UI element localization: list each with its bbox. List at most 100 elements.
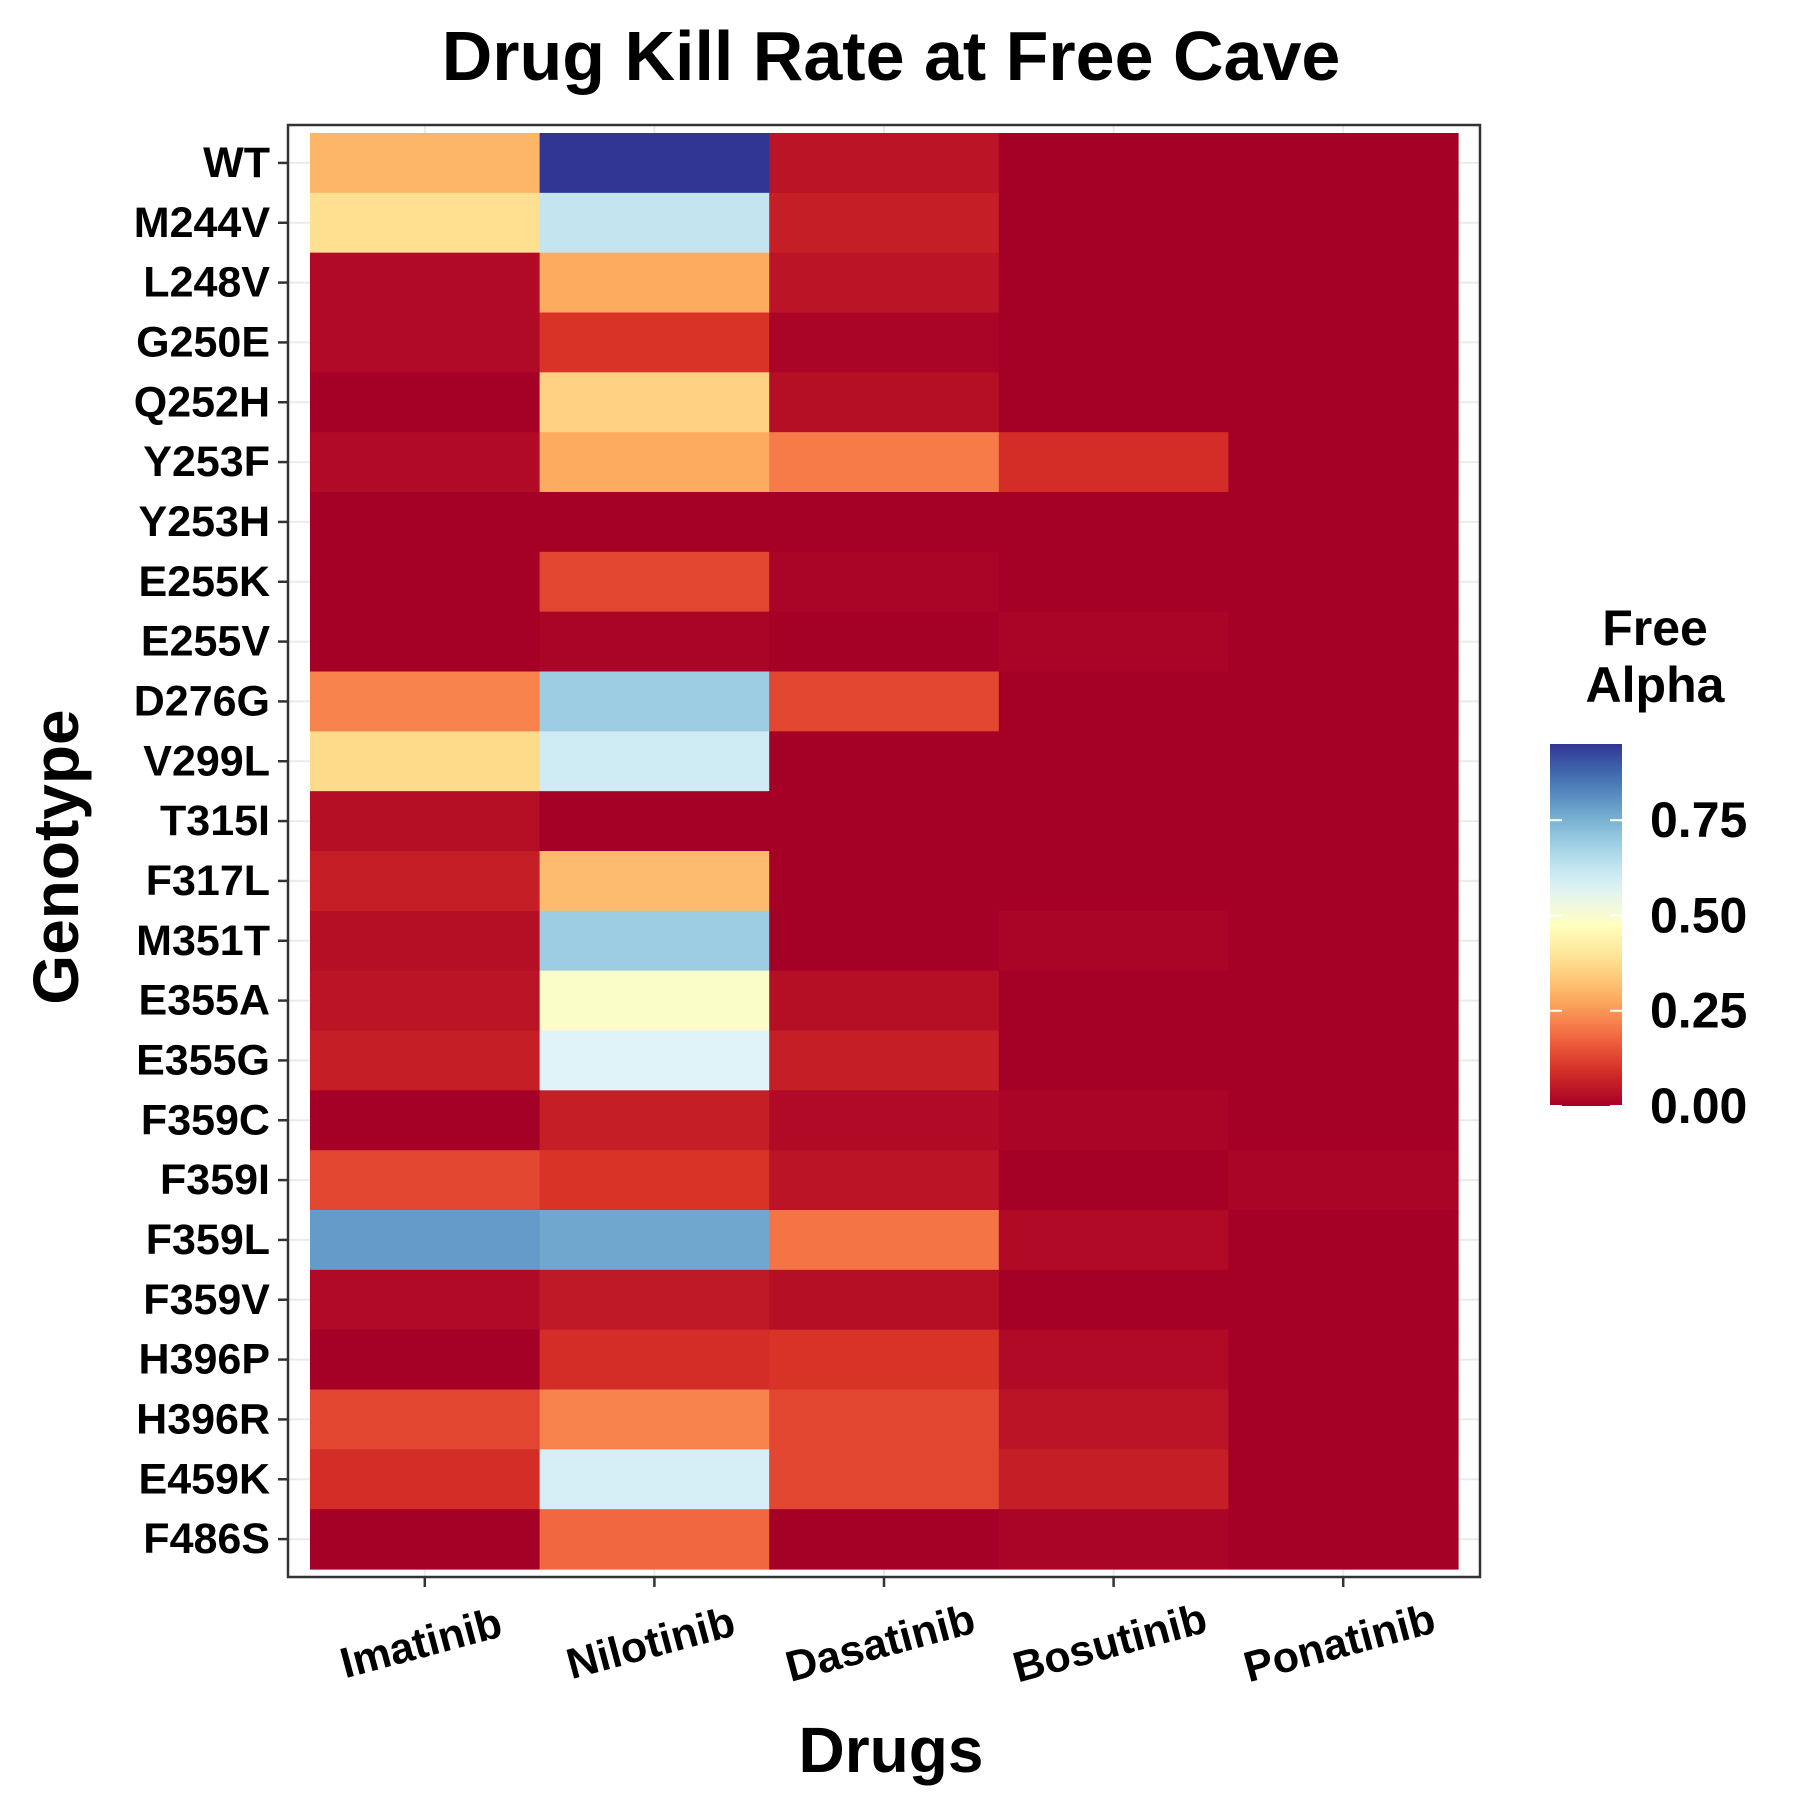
heatmap-cell: E355A / Imatinib: 0.04 bbox=[310, 970, 541, 1032]
legend-title: Free Alpha bbox=[1586, 600, 1726, 713]
heatmap-cell: M244V / Ponatinib: 0 bbox=[1228, 192, 1459, 254]
heatmap-cell: F359L / Bosutinib: 0.02 bbox=[998, 1210, 1229, 1271]
heatmap-cell: V299L / Bosutinib: 0 bbox=[998, 731, 1229, 792]
heatmap-cell: F359I / Imatinib: 0.13 bbox=[310, 1150, 541, 1211]
heatmap-cell: M351T / Nilotinib: 0.69 bbox=[539, 910, 770, 972]
heatmap-cell: F317L / Ponatinib: 0 bbox=[1228, 851, 1459, 912]
y-tick-label: F359L bbox=[146, 1216, 270, 1264]
heatmap-cell: E255V / Imatinib: 0 bbox=[310, 611, 541, 673]
y-tick-label: Y253H bbox=[139, 498, 270, 546]
y-tick-label: Q252H bbox=[134, 378, 270, 426]
heatmap-cell: F486S / Ponatinib: 0 bbox=[1228, 1509, 1459, 1570]
y-tick-label: G250E bbox=[136, 318, 270, 366]
heatmap-cell: T315I / Ponatinib: 0 bbox=[1228, 791, 1459, 852]
heatmap-cell: V299L / Imatinib: 0.37 bbox=[310, 731, 541, 792]
heatmap-cell: T315I / Dasatinib: 0 bbox=[769, 791, 1000, 852]
heatmap-cell: E255K / Imatinib: 0 bbox=[310, 551, 541, 613]
y-tick-label: M351T bbox=[136, 917, 270, 965]
y-tick-label: Y253F bbox=[143, 438, 270, 486]
heatmap-cell: Y253H / Ponatinib: 0 bbox=[1228, 492, 1459, 553]
heatmap-cell: T315I / Bosutinib: 0 bbox=[998, 791, 1229, 852]
heatmap-cell: H396P / Nilotinib: 0.09 bbox=[539, 1329, 770, 1391]
heatmap-cell: T315I / Nilotinib: 0 bbox=[539, 791, 770, 852]
heatmap-cell: F486S / Bosutinib: 0.01 bbox=[998, 1509, 1229, 1570]
heatmap-cell: H396R / Imatinib: 0.13 bbox=[310, 1389, 541, 1450]
heatmap-cell: G250E / Nilotinib: 0.1 bbox=[539, 312, 770, 373]
heatmap-cell: V299L / Ponatinib: 0 bbox=[1228, 731, 1459, 792]
heatmap-cell: F359C / Imatinib: 0 bbox=[310, 1090, 541, 1151]
heatmap-cell: WT / Imatinib: 0.3 bbox=[310, 133, 541, 194]
y-tick-label: T315I bbox=[160, 797, 270, 845]
y-axis-ticks: WT M244V L248V G250E Q252H Y253F Y253H E255K E25… bbox=[134, 139, 288, 1563]
heatmap-cell: M351T / Bosutinib: 0.01 bbox=[998, 910, 1229, 972]
heatmap-cell: E355G / Imatinib: 0.06 bbox=[310, 1030, 541, 1091]
chart-title: Drug Kill Rate at Free Cave bbox=[442, 17, 1341, 95]
y-tick-label: F317L bbox=[146, 857, 270, 905]
heatmap-cell: Y253H / Nilotinib: 0 bbox=[539, 492, 770, 553]
heatmap-cell: F359V / Nilotinib: 0.05 bbox=[539, 1269, 770, 1331]
heatmap-cell: H396P / Imatinib: 0 bbox=[310, 1329, 541, 1391]
heatmap-cell: E255V / Nilotinib: 0.01 bbox=[539, 611, 770, 673]
heatmap-cell: Y253F / Bosutinib: 0.09 bbox=[998, 432, 1229, 493]
y-tick-label: E355A bbox=[139, 977, 270, 1025]
x-axis-title: Drugs bbox=[799, 1714, 984, 1786]
y-tick-label: V299L bbox=[143, 737, 270, 785]
heatmap-cell: E255V / Bosutinib: 0.01 bbox=[998, 611, 1229, 673]
heatmap-cell: F317L / Nilotinib: 0.31 bbox=[539, 851, 770, 912]
heatmap-cell: E255K / Nilotinib: 0.13 bbox=[539, 551, 770, 613]
heatmap-cell: E459K / Bosutinib: 0.06 bbox=[998, 1449, 1229, 1510]
heatmap-cell: F359I / Bosutinib: 0 bbox=[998, 1150, 1229, 1211]
heatmap-cell: G250E / Ponatinib: 0 bbox=[1228, 312, 1459, 373]
heatmap-cell: F317L / Imatinib: 0.06 bbox=[310, 851, 541, 912]
heatmap-cell: M351T / Ponatinib: 0 bbox=[1228, 910, 1459, 972]
heatmap-cell: M244V / Dasatinib: 0.06 bbox=[769, 192, 1000, 254]
heatmap-cell: L248V / Dasatinib: 0.04 bbox=[769, 252, 1000, 314]
y-tick-label: F359I bbox=[160, 1156, 270, 1204]
heatmap-cell: WT / Ponatinib: 0 bbox=[1228, 133, 1459, 194]
heatmap-cell: F359C / Bosutinib: 0.01 bbox=[998, 1090, 1229, 1151]
y-tick-label: E255K bbox=[139, 558, 270, 606]
heatmap-cell: Y253F / Imatinib: 0.02 bbox=[310, 432, 541, 493]
heatmap-cell: D276G / Bosutinib: 0 bbox=[998, 671, 1229, 732]
heatmap-cell: Q252H / Imatinib: 0 bbox=[310, 372, 541, 433]
heatmap-cell: G250E / Imatinib: 0.02 bbox=[310, 312, 541, 373]
y-tick-label: E355G bbox=[136, 1036, 270, 1084]
heatmap-cell: Y253F / Dasatinib: 0.21 bbox=[769, 432, 1000, 493]
heatmap-cell: T315I / Imatinib: 0.03 bbox=[310, 791, 541, 852]
heatmap-cell: E355G / Dasatinib: 0.06 bbox=[769, 1030, 1000, 1091]
y-tick-label: F359V bbox=[143, 1276, 270, 1324]
heatmap-cell: D276G / Imatinib: 0.22 bbox=[310, 671, 541, 732]
heatmap-cell: F359C / Nilotinib: 0.06 bbox=[539, 1090, 770, 1151]
y-axis-title: Genotype bbox=[20, 709, 92, 1004]
heatmap-cell: G250E / Bosutinib: 0 bbox=[998, 312, 1229, 373]
heatmap-cell: E459K / Imatinib: 0.09 bbox=[310, 1449, 541, 1510]
heatmap-cell: H396P / Bosutinib: 0.02 bbox=[998, 1329, 1229, 1391]
heatmap-cell: Q252H / Nilotinib: 0.35 bbox=[539, 372, 770, 433]
heatmap-cell: M244V / Bosutinib: 0 bbox=[998, 192, 1229, 254]
x-axis-ticks: Imatinib Nilotinib Dasatinib Bosutinib Ponat… bbox=[335, 1577, 1440, 1692]
heatmap-cell: M351T / Dasatinib: 0 bbox=[769, 910, 1000, 972]
legend-tick-label: 0.25 bbox=[1650, 983, 1747, 1039]
heatmap-cell: E355G / Nilotinib: 0.57 bbox=[539, 1030, 770, 1091]
heatmap-cell: M244V / Imatinib: 0.38 bbox=[310, 192, 541, 254]
heatmap-cell: V299L / Dasatinib: 0 bbox=[769, 731, 1000, 792]
heatmap-cell: F486S / Imatinib: 0 bbox=[310, 1509, 541, 1570]
heatmap-cell: F359C / Ponatinib: 0 bbox=[1228, 1090, 1459, 1151]
y-tick-label: H396R bbox=[136, 1395, 270, 1443]
heatmap-cell: Y253F / Nilotinib: 0.28 bbox=[539, 432, 770, 493]
heatmap-cell: D276G / Ponatinib: 0 bbox=[1228, 671, 1459, 732]
heatmap-cell: F359L / Imatinib: 0.79 bbox=[310, 1210, 541, 1271]
heatmap-cell: F359I / Dasatinib: 0.04 bbox=[769, 1150, 1000, 1211]
x-tick-label: Imatinib bbox=[335, 1599, 507, 1688]
y-tick-label: E459K bbox=[139, 1455, 270, 1503]
legend-tick-label: 0.50 bbox=[1650, 887, 1747, 943]
heatmap-cell: F486S / Nilotinib: 0.18 bbox=[539, 1509, 770, 1570]
y-tick-label: D276G bbox=[134, 677, 270, 725]
y-tick-label: H396P bbox=[139, 1336, 270, 1384]
x-tick-label: Bosutinib bbox=[1008, 1595, 1212, 1693]
heatmap-cell: M351T / Imatinib: 0.03 bbox=[310, 910, 541, 972]
heatmap-cell: Q252H / Bosutinib: 0 bbox=[998, 372, 1229, 433]
legend-tick-label: 0.75 bbox=[1650, 792, 1747, 848]
heatmap-cell: D276G / Dasatinib: 0.13 bbox=[769, 671, 1000, 732]
